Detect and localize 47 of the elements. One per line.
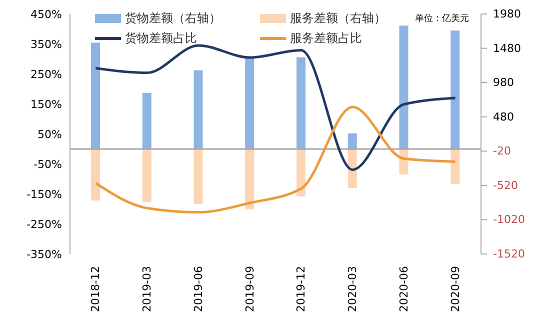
bar xyxy=(296,150,306,196)
y2-tick-label: 480 xyxy=(493,110,514,124)
y2-tick-label: -1520 xyxy=(493,248,525,260)
line-series xyxy=(94,106,457,214)
bar xyxy=(296,57,306,150)
y-tick-label: -150% xyxy=(26,188,62,201)
x-tick-label: 2019-09 xyxy=(243,266,256,312)
y-tick-label: -250% xyxy=(26,218,62,231)
legend-label: 货物差额（右轴） xyxy=(125,10,221,26)
x-tick-label: 2019-03 xyxy=(140,266,154,312)
legend-label: 服务差额（右轴） xyxy=(290,10,386,26)
bar xyxy=(91,42,100,150)
bar xyxy=(194,70,203,150)
line-series xyxy=(94,44,457,171)
y2-tick-label: -20 xyxy=(493,144,511,158)
y2-tick-label: -1020 xyxy=(493,213,525,226)
legend-label: 货物差额占比 xyxy=(125,30,197,46)
bar xyxy=(245,150,254,210)
y-tick-label: -50% xyxy=(34,158,62,171)
y-tick-label: 450% xyxy=(30,8,62,21)
y-tick-label: 150% xyxy=(30,98,62,111)
x-tick-label: 2020-06 xyxy=(397,266,410,312)
bar xyxy=(450,30,460,150)
y-tick-label: -350% xyxy=(26,248,62,261)
bar xyxy=(194,150,203,204)
x-tick-label: 2019-12 xyxy=(294,266,308,312)
y-tick-label: 250% xyxy=(30,68,62,81)
bar xyxy=(142,150,152,202)
bar xyxy=(245,56,254,150)
y2-tick-label: 980 xyxy=(493,76,514,90)
bar xyxy=(348,133,357,150)
bar xyxy=(399,26,408,150)
y2-tick-label: -520 xyxy=(493,178,518,192)
annotation: 单位：亿美元 xyxy=(415,12,469,25)
x-tick-label: 2020-09 xyxy=(448,266,462,312)
x-tick-label: 2019-06 xyxy=(192,266,205,312)
bar xyxy=(142,92,152,150)
x-tick-label: 2020-03 xyxy=(346,266,360,312)
legend-label: 服务差额占比 xyxy=(290,30,362,46)
y2-tick-label: 1480 xyxy=(493,42,521,55)
bar xyxy=(91,150,100,201)
y-tick-label: 350% xyxy=(30,38,62,51)
y2-tick-label: 1980 xyxy=(493,8,521,20)
y-tick-label: 50% xyxy=(38,128,62,141)
x-tick-label: 2018-12 xyxy=(89,266,102,312)
bar xyxy=(450,150,460,184)
bar xyxy=(348,150,357,188)
